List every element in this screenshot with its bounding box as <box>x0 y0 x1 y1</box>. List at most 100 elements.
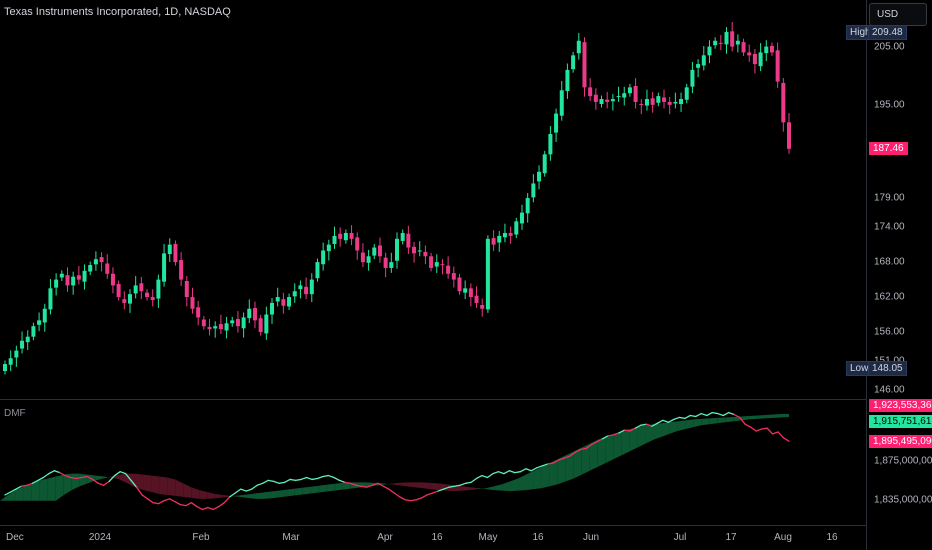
dmf-fill-segment <box>47 476 56 501</box>
candle-body <box>321 250 326 265</box>
dmf-line-segment <box>656 419 664 424</box>
candle-body <box>730 31 735 47</box>
dmf-line-segment <box>426 492 434 496</box>
dmf-fill-segment <box>685 419 694 430</box>
dmf-line-segment <box>525 468 532 472</box>
dmf-line-segment <box>92 478 99 484</box>
dmf-line-segment <box>174 501 182 506</box>
candle-body <box>150 297 155 300</box>
dmf-line-segment <box>700 412 708 417</box>
candle-body <box>519 212 524 224</box>
candle-body <box>247 308 252 319</box>
dmf-line-segment <box>755 428 763 432</box>
dmf-fill-segment <box>749 415 758 420</box>
dmf-line-segment <box>223 496 231 504</box>
dmf-fill-segment <box>589 439 598 471</box>
dmf-fill-segment <box>270 490 279 499</box>
dmf-line-segment <box>218 502 225 508</box>
dmf-fill-segment <box>605 433 614 463</box>
dmf-fill-segment <box>573 447 582 479</box>
dmf-line-segment <box>31 479 39 484</box>
dmf-fill-segment <box>159 476 168 495</box>
candle-body <box>690 69 695 87</box>
price-tick: 195.00 <box>874 99 905 111</box>
dmf-line-segment <box>114 471 121 477</box>
dmf-line-segment <box>344 481 352 484</box>
candle-body <box>412 246 417 254</box>
dmf-fill-segment <box>510 478 519 492</box>
candle-body <box>451 273 456 280</box>
candle-body <box>707 46 712 56</box>
candle-body <box>548 133 553 155</box>
candle-body <box>326 244 331 252</box>
dmf-line-segment <box>103 480 110 486</box>
dmf-fill-segment <box>63 473 72 495</box>
dmf-fill-segment <box>462 486 471 491</box>
dmf-line-segment <box>64 474 72 479</box>
dmf-fill-segment <box>717 417 726 424</box>
candle-body <box>571 55 576 70</box>
candle-body <box>491 238 496 245</box>
dmf-line-segment <box>519 468 527 473</box>
candle-body <box>610 99 615 102</box>
candle-body <box>116 284 121 298</box>
candle-body <box>644 99 649 106</box>
dmf-line-segment <box>547 462 554 465</box>
dmf-line-segment <box>722 411 730 417</box>
candle-body <box>429 256 434 268</box>
candle-body <box>349 232 354 239</box>
candle-body <box>224 323 229 331</box>
dmf-fill-segment <box>653 423 662 440</box>
candle-body <box>787 122 791 149</box>
dmf-line-segment <box>508 470 516 474</box>
dmf-line-segment <box>645 423 653 427</box>
dmf-line-segment <box>366 484 373 488</box>
dmf-line-segment <box>695 412 702 418</box>
dmf-line-segment <box>349 482 357 486</box>
dmf-fill-segment <box>645 424 654 444</box>
candle-body <box>417 250 422 252</box>
dmf-fill-segment <box>470 487 479 491</box>
candle-body <box>355 237 360 251</box>
candle-body <box>741 42 746 53</box>
dmf-line-segment <box>59 472 66 477</box>
dmf-line-segment <box>300 476 308 481</box>
dmf-line-segment <box>15 485 23 490</box>
dmf-line-segment <box>108 474 116 483</box>
candle-body <box>775 50 780 82</box>
dmf-fill-segment <box>781 413 789 418</box>
dmf-line-segment <box>453 484 461 487</box>
dmf-line-segment <box>305 476 313 481</box>
dmf-fill-segment <box>661 422 670 437</box>
candle-body <box>127 294 132 304</box>
candle-body <box>724 32 729 45</box>
dmf-fill-segment <box>199 490 208 499</box>
dmf-line-segment <box>782 437 790 442</box>
dmf-line-segment <box>464 481 472 484</box>
candle-body <box>25 336 30 343</box>
dmf-fill-segment <box>693 418 702 428</box>
dmf-line-segment <box>388 488 395 494</box>
dmf-line-segment <box>377 482 384 487</box>
candle-body <box>565 69 570 91</box>
dmf-line-segment <box>152 502 160 505</box>
dmf-fill-segment <box>223 494 232 498</box>
candle-body <box>99 257 104 263</box>
dmf-line-segment <box>26 482 34 486</box>
dmf-line-segment <box>541 463 549 467</box>
candle-body <box>71 276 76 286</box>
dmf-fill-segment <box>541 462 550 489</box>
candle-body <box>667 101 672 105</box>
candle-body <box>537 171 542 182</box>
candle-body <box>576 40 581 54</box>
dmf-line-segment <box>355 484 363 487</box>
dmf-fill-segment <box>7 490 16 501</box>
dmf-badge-line: 1,895,495,090.33 <box>869 435 932 448</box>
dmf-line-segment <box>470 477 478 483</box>
time-tick: Dec <box>6 532 24 543</box>
dmf-line-segment <box>442 486 450 490</box>
dmf-fill-segment <box>231 495 240 497</box>
dmf-line-segment <box>141 494 149 500</box>
dmf-line-segment <box>552 459 560 464</box>
currency-selector[interactable]: USD <box>869 3 927 26</box>
